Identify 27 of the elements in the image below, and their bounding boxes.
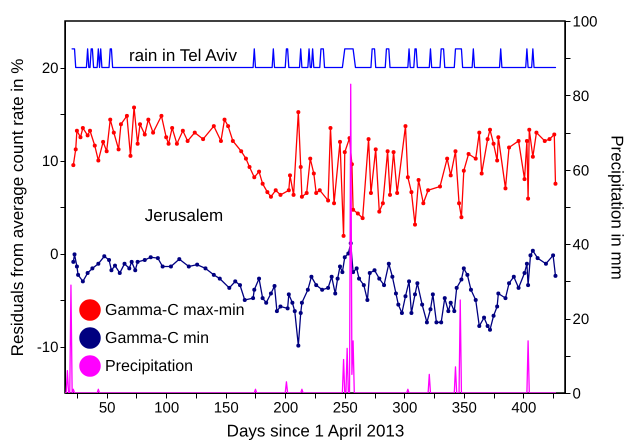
y2-axis-title: Precipitation in mm	[608, 135, 625, 280]
x-tick-label: 50	[98, 400, 116, 416]
y-tick-label: -10	[36, 339, 58, 356]
y2-tick-label: 0	[572, 386, 581, 402]
y-tick-label: 20	[42, 60, 58, 77]
y-tick-label: 0	[50, 246, 58, 263]
x-tick-label: 250	[332, 400, 358, 416]
y2-tick-label: 20	[572, 311, 590, 328]
x-tick-label: 100	[154, 400, 180, 416]
x-tick-label: 300	[392, 400, 418, 416]
y2-tick-label: 100	[572, 14, 598, 30]
x-tick-label: 200	[273, 400, 298, 416]
x-axis-title: Days since 1 April 2013	[226, 422, 404, 440]
x-tick-label: 150	[214, 400, 239, 416]
line-series	[65, 84, 556, 393]
y-axis-title: Residuals from average count rate in %	[8, 58, 27, 356]
y2-tick-label: 40	[572, 236, 590, 254]
legend-label: Gamma-C max-min	[105, 302, 245, 319]
y-tick-label: 10	[42, 153, 58, 170]
x-tick-label: 350	[452, 400, 477, 416]
legend-label: Gamma-C min	[105, 330, 210, 347]
legend-label: Precipitation	[105, 358, 194, 375]
annotation: Jerusalem	[144, 206, 224, 225]
x-tick-label: 400	[511, 400, 536, 416]
y2-tick-label: 60	[572, 162, 590, 180]
y2-tick-label: 80	[572, 88, 590, 105]
annotation: rain in Tel Aviv	[128, 46, 238, 65]
